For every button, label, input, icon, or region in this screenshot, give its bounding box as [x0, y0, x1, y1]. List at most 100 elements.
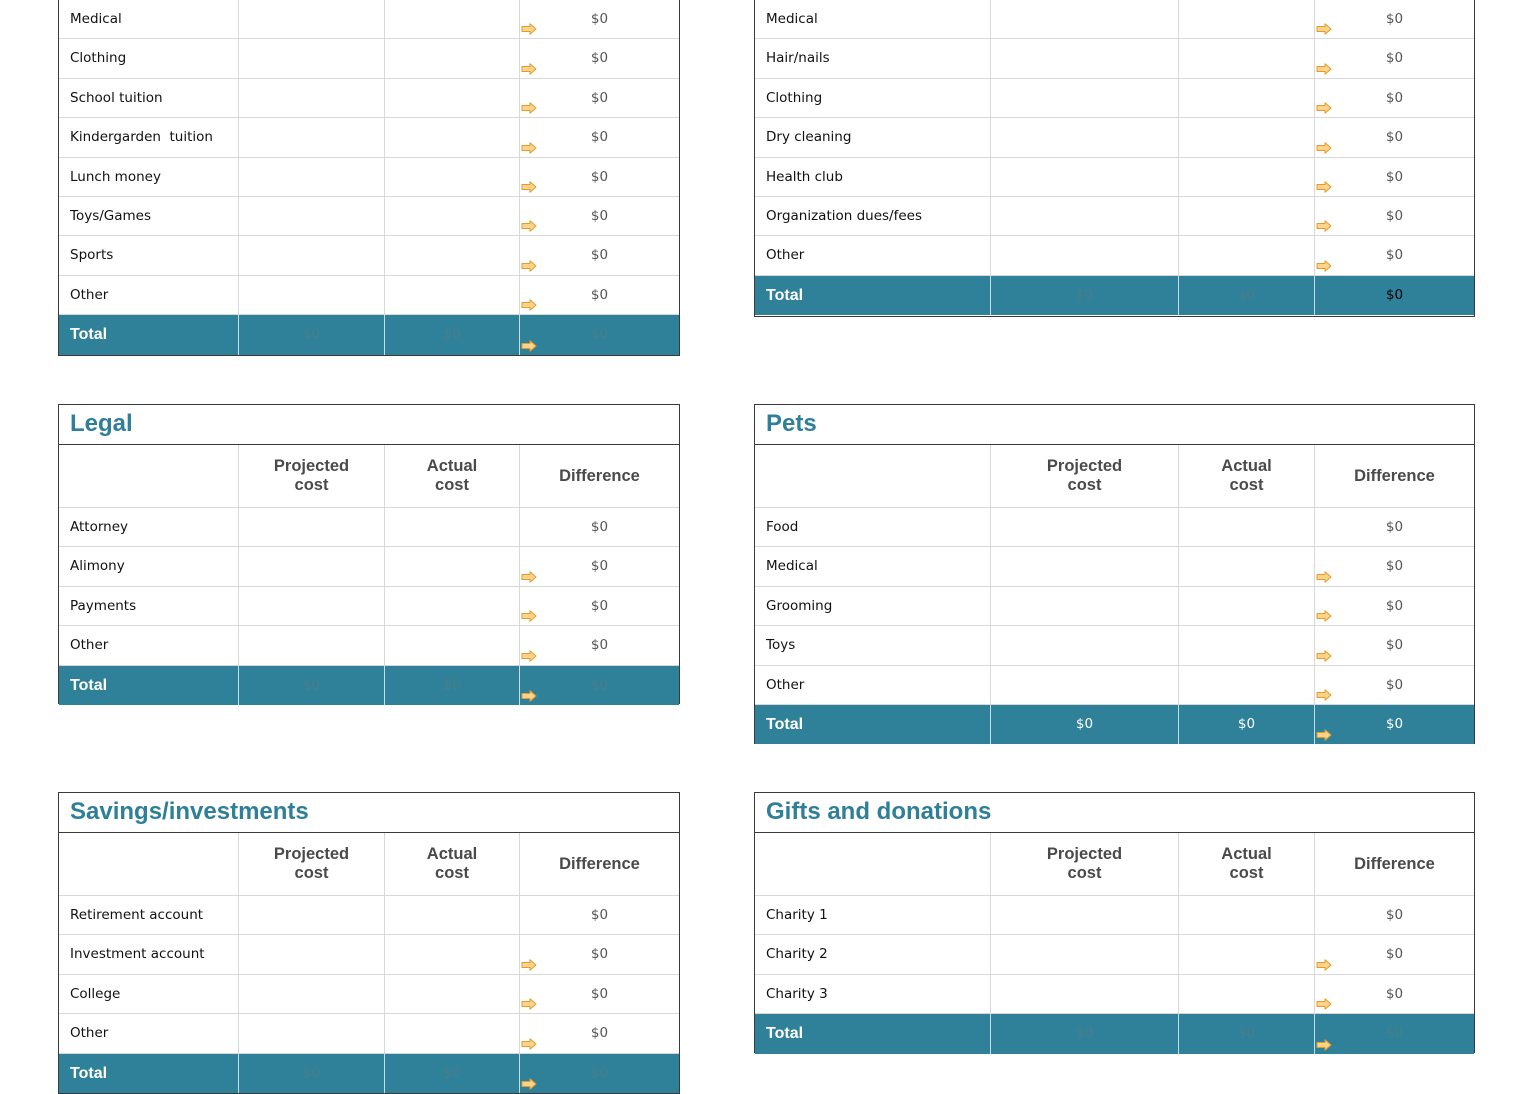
projected-cost-cell[interactable] — [990, 39, 1178, 78]
actual-cost-cell[interactable] — [1178, 118, 1314, 157]
projected-cost-cell[interactable] — [238, 586, 384, 626]
projected-cost-cell[interactable] — [990, 0, 1178, 39]
actual-cost-cell[interactable] — [384, 626, 519, 665]
column-header-row: Projected cost Actual cost Difference — [59, 445, 679, 508]
actual-cost-cell[interactable] — [1178, 508, 1314, 547]
actual-cost-cell[interactable] — [1178, 974, 1314, 1014]
arrow-right-icon — [1316, 181, 1332, 193]
projected-cost-cell[interactable] — [238, 547, 384, 586]
table-body: Medical $0 Clothing $0 School tuition $0 Kinde… — [59, 0, 679, 355]
projected-cost-cell[interactable] — [238, 626, 384, 665]
actual-cost-cell[interactable] — [1178, 896, 1314, 935]
arrow-right-icon — [1316, 689, 1332, 701]
projected-cost-cell[interactable] — [990, 974, 1178, 1014]
actual-cost-cell[interactable]: $0 — [384, 1053, 519, 1093]
projected-cost-cell[interactable] — [990, 157, 1178, 196]
actual-cost-cell[interactable] — [384, 935, 519, 974]
actual-cost-cell[interactable] — [384, 118, 519, 157]
actual-cost-cell[interactable] — [1178, 665, 1314, 704]
arrow-right-icon — [1316, 571, 1332, 583]
projected-cost-cell[interactable]: $0 — [238, 665, 384, 705]
actual-cost-cell[interactable] — [1178, 157, 1314, 196]
projected-cost-cell[interactable] — [238, 78, 384, 118]
projected-cost-cell[interactable] — [238, 118, 384, 157]
projected-cost-cell[interactable] — [990, 896, 1178, 935]
projected-cost-cell[interactable] — [238, 275, 384, 315]
difference-cell: $0 — [1314, 39, 1474, 78]
actual-cost-cell[interactable] — [1178, 0, 1314, 39]
actual-cost-cell[interactable] — [1178, 236, 1314, 275]
projected-cost-cell[interactable] — [990, 665, 1178, 704]
actual-cost-cell[interactable] — [384, 78, 519, 118]
projected-cost-cell[interactable]: $0 — [238, 315, 384, 355]
difference-value: $0 — [1385, 946, 1404, 963]
row-label: Charity 2 — [766, 946, 828, 963]
header-projected-cost: Projected cost — [990, 833, 1178, 895]
difference-cell: $0 — [1314, 78, 1474, 118]
projected-cost-cell[interactable] — [238, 896, 384, 935]
actual-cost-cell[interactable] — [1178, 39, 1314, 78]
projected-cost-cell[interactable] — [238, 935, 384, 974]
actual-cost-cell[interactable] — [1178, 196, 1314, 236]
actual-cost-cell[interactable]: $0 — [1178, 275, 1314, 316]
projected-cost-cell[interactable] — [238, 508, 384, 547]
actual-cost-cell[interactable] — [1178, 626, 1314, 665]
table-row: Charity 2 $0 — [755, 935, 1474, 975]
projected-cost-cell[interactable]: $0 — [990, 275, 1178, 316]
total-row: Total $0 $0 $0 — [755, 1014, 1474, 1054]
projected-cost-cell[interactable]: $0 — [238, 1053, 384, 1093]
projected-cost-cell[interactable]: $0 — [990, 1014, 1178, 1054]
table-row: Other $0 — [755, 236, 1474, 276]
actual-cost-cell[interactable] — [384, 974, 519, 1014]
actual-cost-cell[interactable] — [1178, 935, 1314, 974]
total-row: Total $0 $0 $0 — [59, 665, 679, 705]
projected-cost-cell[interactable] — [238, 0, 384, 39]
actual-cost-cell[interactable]: $0 — [1178, 704, 1314, 745]
actual-cost-cell[interactable] — [384, 275, 519, 315]
row-label: Organization dues/fees — [766, 207, 923, 224]
actual-cost-cell[interactable] — [384, 39, 519, 78]
difference-cell: $0 — [519, 626, 679, 665]
actual-cost-cell[interactable] — [384, 586, 519, 626]
actual-cost-cell[interactable] — [384, 196, 519, 236]
total-row: Total $0 $0 $0 — [755, 275, 1474, 316]
projected-cost-cell[interactable] — [990, 236, 1178, 275]
projected-cost-cell[interactable] — [990, 78, 1178, 118]
actual-cost-cell[interactable]: $0 — [384, 665, 519, 705]
difference-cell: $0 — [1314, 547, 1474, 586]
projected-cost-cell[interactable] — [238, 157, 384, 196]
difference-value: $0 — [590, 11, 609, 27]
projected-cost-cell[interactable] — [990, 118, 1178, 157]
projected-cost-cell[interactable] — [990, 935, 1178, 974]
difference-cell: $0 — [519, 665, 679, 705]
projected-cost-cell[interactable] — [990, 547, 1178, 586]
actual-cost-cell[interactable] — [384, 547, 519, 586]
projected-cost-cell[interactable] — [990, 586, 1178, 626]
actual-cost-cell[interactable] — [384, 157, 519, 196]
actual-cost-cell[interactable] — [384, 1014, 519, 1053]
total-label: Total — [70, 326, 108, 344]
actual-cost-cell[interactable] — [1178, 78, 1314, 118]
actual-cost-cell[interactable]: $0 — [384, 315, 519, 355]
difference-value: $0 — [1385, 286, 1404, 303]
actual-cost-cell[interactable] — [384, 0, 519, 39]
actual-cost-cell[interactable] — [1178, 547, 1314, 586]
arrow-right-icon — [1316, 998, 1332, 1010]
difference-value: $0 — [590, 247, 609, 264]
projected-cost-cell[interactable] — [238, 236, 384, 275]
actual-cost-cell[interactable] — [384, 896, 519, 935]
projected-cost-cell[interactable] — [238, 196, 384, 236]
actual-cost-cell[interactable] — [1178, 586, 1314, 626]
projected-cost-cell[interactable] — [238, 1014, 384, 1053]
difference-value: $0 — [1385, 11, 1404, 27]
actual-cost-cell[interactable] — [384, 508, 519, 547]
projected-cost-cell[interactable] — [990, 196, 1178, 236]
projected-cost-cell[interactable]: $0 — [990, 704, 1178, 745]
projected-cost-cell[interactable] — [990, 626, 1178, 665]
difference-cell: $0 — [1314, 0, 1474, 39]
projected-cost-cell[interactable] — [990, 508, 1178, 547]
actual-cost-cell[interactable]: $0 — [1178, 1014, 1314, 1054]
actual-cost-cell[interactable] — [384, 236, 519, 275]
projected-cost-cell[interactable] — [238, 974, 384, 1014]
projected-cost-cell[interactable] — [238, 39, 384, 78]
